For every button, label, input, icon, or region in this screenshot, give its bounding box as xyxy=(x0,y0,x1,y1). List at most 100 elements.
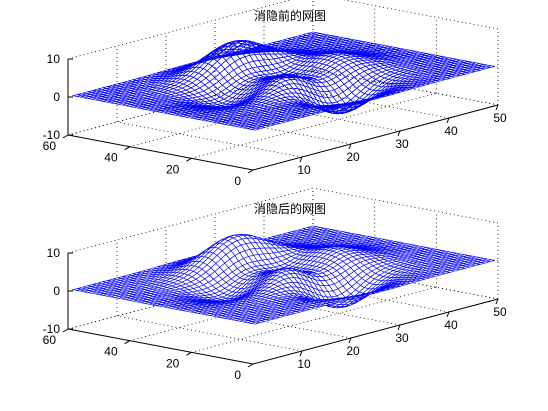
mesh-cell xyxy=(348,76,359,86)
mesh-cell xyxy=(224,64,235,75)
mesh-cell xyxy=(341,69,351,78)
mesh-cell xyxy=(357,76,368,85)
x-tick-label: 50 xyxy=(493,305,507,319)
mesh-cell xyxy=(338,61,349,68)
mesh-cell xyxy=(368,67,379,73)
mesh-cell xyxy=(319,86,330,93)
z-tick-label: -10 xyxy=(43,322,61,336)
mesh-cell xyxy=(214,96,225,102)
mesh-cell xyxy=(211,60,222,70)
x-tick-label: 40 xyxy=(444,318,458,332)
mesh-surface xyxy=(72,225,495,325)
x-tick-label: 40 xyxy=(444,124,458,138)
mesh-cell xyxy=(268,90,279,95)
mesh-cell xyxy=(347,84,358,93)
x-tick-mark xyxy=(348,143,352,150)
mesh-cell xyxy=(228,69,238,79)
mesh-cell xyxy=(337,91,348,100)
mesh-cell xyxy=(346,67,357,74)
x-tick-mark xyxy=(495,298,499,305)
x-tick-label: 50 xyxy=(493,111,507,125)
mesh-cell xyxy=(342,64,353,71)
mesh-cell xyxy=(273,87,284,93)
y-tick-mark xyxy=(186,157,192,162)
mesh-cell xyxy=(206,91,217,98)
mesh-cell xyxy=(186,82,197,89)
mesh-cell xyxy=(236,71,247,79)
mesh-cell xyxy=(347,62,358,68)
mesh-cell xyxy=(284,96,296,101)
mesh-cell xyxy=(339,57,350,63)
mesh-cell xyxy=(223,73,233,82)
y-tick-mark xyxy=(186,351,192,356)
mesh-cell xyxy=(346,92,357,101)
mesh-cell xyxy=(280,64,291,71)
mesh-cell xyxy=(350,70,360,78)
mesh-cell xyxy=(351,64,362,72)
mesh-cell xyxy=(373,65,384,71)
mesh-cell xyxy=(277,56,289,63)
grid-line xyxy=(312,187,499,224)
mesh-cell xyxy=(233,66,243,75)
mesh-cell xyxy=(209,99,220,104)
x-tick-mark xyxy=(299,156,303,163)
grid-line xyxy=(116,121,303,158)
x-tick-mark xyxy=(446,311,450,318)
mesh-cell xyxy=(181,85,192,91)
y-axis-line xyxy=(67,328,254,365)
mesh-cell xyxy=(189,89,200,95)
z-tick-label: 0 xyxy=(53,90,60,104)
mesh-cell xyxy=(286,92,297,98)
z-tick-label: 0 xyxy=(53,284,60,298)
mesh-cell xyxy=(336,73,346,81)
mesh-cell xyxy=(275,66,286,73)
mesh-cell xyxy=(486,65,495,69)
y-tick-mark xyxy=(124,340,130,345)
mesh-cell xyxy=(191,78,202,86)
mesh-cell xyxy=(180,89,191,95)
mesh-cell xyxy=(230,80,241,88)
mesh-cell xyxy=(331,76,342,84)
mesh-cell xyxy=(205,73,216,82)
mesh-cell xyxy=(343,59,354,66)
mesh-cell xyxy=(210,68,221,78)
x-tick-mark xyxy=(446,117,450,124)
mesh-cell xyxy=(216,84,227,93)
x-axis-line xyxy=(252,298,499,365)
mesh-cell xyxy=(254,53,265,61)
y-tick-mark xyxy=(124,146,130,151)
grid-line xyxy=(116,315,303,352)
mesh-cell xyxy=(328,67,339,75)
mesh-cell xyxy=(322,76,333,82)
mesh-cell xyxy=(275,78,287,84)
mesh-cell xyxy=(351,87,362,97)
mesh-cell xyxy=(343,80,354,89)
z-tick-label: 10 xyxy=(47,246,61,260)
mesh-cell xyxy=(197,90,209,97)
mesh-cell xyxy=(219,68,230,79)
x-tick-label: 30 xyxy=(395,331,409,345)
y-tick-mark xyxy=(247,363,254,368)
mesh-cell xyxy=(245,73,256,79)
y-axis-line xyxy=(67,134,254,171)
mesh-cell xyxy=(288,83,299,90)
y-tick-label: 40 xyxy=(104,151,118,165)
mesh-cell xyxy=(376,71,387,77)
mesh-cell xyxy=(190,84,201,91)
x-tick-label: 10 xyxy=(297,163,311,177)
x-tick-mark xyxy=(397,324,401,331)
mesh-cell xyxy=(281,59,292,66)
x-tick-label: 20 xyxy=(346,344,360,358)
mesh-cell xyxy=(218,77,228,86)
mesh-cell xyxy=(345,73,355,82)
x-tick-label: 10 xyxy=(297,357,311,371)
mesh-cell xyxy=(344,56,355,61)
mesh-cell xyxy=(229,61,240,71)
mesh-cell xyxy=(220,88,231,95)
x-tick-label: 20 xyxy=(346,150,360,164)
mesh-cell xyxy=(342,88,353,97)
mesh-cell xyxy=(377,67,388,73)
mesh-cell xyxy=(185,87,196,93)
y-tick-label: 60 xyxy=(43,333,57,347)
